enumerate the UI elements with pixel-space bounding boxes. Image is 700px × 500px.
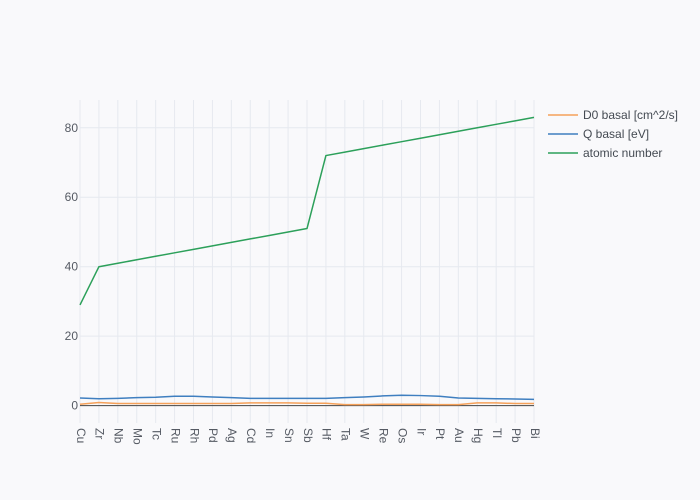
x-tick-label-hf: Hf bbox=[320, 428, 334, 441]
x-tick-label-ag: Ag bbox=[225, 428, 239, 443]
x-tick-label-os: Os bbox=[395, 428, 409, 443]
series-layer bbox=[79, 116, 535, 406]
series-line-atomic-number[interactable] bbox=[79, 116, 535, 306]
x-tick-label-au: Au bbox=[452, 428, 466, 443]
x-tick-label-ir: Ir bbox=[414, 428, 428, 435]
x-tick-label-ta: Ta bbox=[339, 428, 353, 441]
series-line-d0-basal-cm-2-s[interactable] bbox=[79, 401, 534, 406]
x-tick-label-pt: Pt bbox=[433, 428, 447, 440]
x-tick-label-cu: Cu bbox=[74, 428, 88, 443]
x-tick-label-zr: Zr bbox=[93, 428, 107, 439]
y-tick-label: 60 bbox=[65, 190, 79, 204]
legend-label-q-basal-ev: Q basal [eV] bbox=[583, 127, 649, 141]
x-tick-labels: Cu Zr Nb Mo Tc Ru Rh Pd Ag Cd In Sn Sb Hf Ta W Re Os Ir Pt A… bbox=[74, 428, 542, 445]
legend-item-d0-basal-cm-2-s[interactable]: D0 basal [cm^2/s] bbox=[548, 108, 678, 122]
x-tick-label-sn: Sn bbox=[282, 428, 296, 443]
legend-label-d0-basal-cm-2-s: D0 basal [cm^2/s] bbox=[583, 108, 678, 122]
x-tick-label-tc: Tc bbox=[149, 428, 163, 440]
x-tick-label-nb: Nb bbox=[112, 428, 126, 444]
x-tick-label-in: In bbox=[263, 428, 277, 438]
x-tick-label-ru: Ru bbox=[168, 428, 182, 443]
legend[interactable]: D0 basal [cm^2/s] Q basal [eV] atomic numb… bbox=[548, 108, 678, 160]
x-tick-label-sb: Sb bbox=[301, 428, 315, 443]
x-tick-label-pb: Pb bbox=[509, 428, 523, 443]
y-tick-label: 80 bbox=[65, 121, 79, 135]
x-tick-label-bi: Bi bbox=[528, 428, 542, 439]
x-tick-label-re: Re bbox=[376, 428, 390, 444]
y-tick-label: 20 bbox=[65, 329, 79, 343]
y-tick-labels: 0 20 40 60 80 bbox=[65, 121, 79, 413]
x-tick-label-hg: Hg bbox=[471, 428, 485, 443]
y-tick-label: 0 bbox=[71, 399, 78, 413]
y-gridlines bbox=[80, 127, 534, 407]
series-line-q-basal-ev[interactable] bbox=[79, 394, 535, 401]
x-tick-label-rh: Rh bbox=[187, 428, 201, 443]
y-tick-label: 40 bbox=[65, 260, 79, 274]
x-tick-label-tl: Tl bbox=[490, 428, 504, 438]
x-gridlines bbox=[79, 100, 535, 423]
x-tick-label-mo: Mo bbox=[131, 428, 145, 445]
legend-item-q-basal-ev[interactable]: Q basal [eV] bbox=[548, 127, 649, 141]
x-tick-label-cd: Cd bbox=[244, 428, 258, 443]
x-tick-label-w: W bbox=[358, 428, 372, 440]
legend-item-atomic-number[interactable]: atomic number bbox=[548, 146, 662, 160]
legend-label-atomic-number: atomic number bbox=[583, 146, 662, 160]
x-tick-label-pd: Pd bbox=[206, 428, 220, 443]
